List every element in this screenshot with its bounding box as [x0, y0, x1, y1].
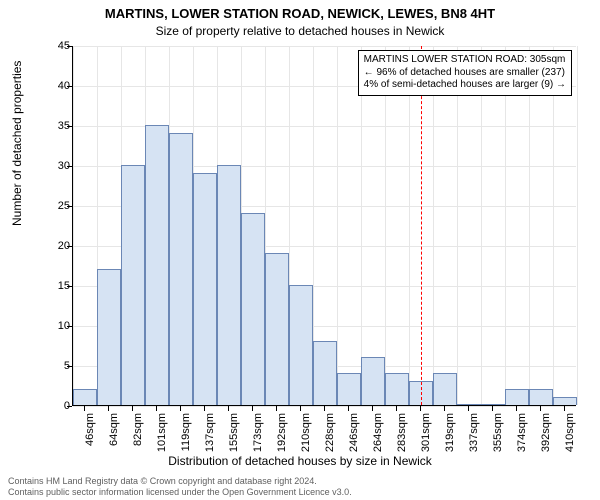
annotation-line-3: 4% of semi-detached houses are larger (9…: [364, 79, 566, 92]
xtick-mark: [156, 406, 157, 411]
histogram-bar: [121, 165, 145, 405]
xtick-mark: [564, 406, 565, 411]
xtick-mark: [324, 406, 325, 411]
histogram-bar: [145, 125, 169, 405]
ytick-label: 40: [40, 80, 70, 92]
histogram-bar: [529, 389, 553, 405]
ytick-label: 45: [40, 40, 70, 52]
xtick-mark: [420, 406, 421, 411]
ytick-label: 5: [40, 360, 70, 372]
ytick-label: 0: [40, 400, 70, 412]
ytick-label: 20: [40, 240, 70, 252]
plot-area: MARTINS LOWER STATION ROAD: 305sqm← 96% …: [72, 46, 576, 406]
gridline-v: [385, 46, 386, 405]
histogram-bar: [193, 173, 217, 405]
xtick-mark: [396, 406, 397, 411]
xtick-mark: [444, 406, 445, 411]
xtick-mark: [108, 406, 109, 411]
xtick-mark: [228, 406, 229, 411]
xtick-mark: [300, 406, 301, 411]
ytick-mark: [67, 326, 72, 327]
histogram-bar: [481, 404, 505, 405]
xtick-mark: [132, 406, 133, 411]
gridline-v: [505, 46, 506, 405]
histogram-bar: [457, 404, 481, 405]
ytick-mark: [67, 366, 72, 367]
title-sub: Size of property relative to detached ho…: [0, 24, 600, 38]
histogram-bar: [241, 213, 265, 405]
xtick-mark: [204, 406, 205, 411]
xtick-mark: [348, 406, 349, 411]
xtick-mark: [468, 406, 469, 411]
histogram-bar: [433, 373, 457, 405]
ytick-mark: [67, 246, 72, 247]
annotation-box: MARTINS LOWER STATION ROAD: 305sqm← 96% …: [358, 50, 572, 96]
gridline-h: [73, 46, 576, 47]
annotation-line-1: MARTINS LOWER STATION ROAD: 305sqm: [364, 54, 566, 67]
histogram-bar: [385, 373, 409, 405]
gridline-v: [409, 46, 410, 405]
ytick-mark: [67, 86, 72, 87]
gridline-v: [433, 46, 434, 405]
gridline-v: [577, 46, 578, 405]
histogram-bar: [169, 133, 193, 405]
histogram-bar: [553, 397, 577, 405]
histogram-bar: [97, 269, 121, 405]
ytick-mark: [67, 126, 72, 127]
xtick-mark: [276, 406, 277, 411]
gridline-v: [361, 46, 362, 405]
ytick-label: 35: [40, 120, 70, 132]
histogram-bar: [361, 357, 385, 405]
xtick-mark: [516, 406, 517, 411]
gridline-v: [457, 46, 458, 405]
histogram-bar: [337, 373, 361, 405]
title-main: MARTINS, LOWER STATION ROAD, NEWICK, LEW…: [0, 6, 600, 21]
xtick-mark: [252, 406, 253, 411]
gridline-v: [529, 46, 530, 405]
ytick-label: 25: [40, 200, 70, 212]
figure: MARTINS, LOWER STATION ROAD, NEWICK, LEW…: [0, 0, 600, 500]
ytick-mark: [67, 286, 72, 287]
footer-line-2: Contains public sector information licen…: [8, 487, 352, 498]
x-axis-label: Distribution of detached houses by size …: [0, 454, 600, 468]
histogram-bar: [289, 285, 313, 405]
ytick-mark: [67, 206, 72, 207]
xtick-mark: [180, 406, 181, 411]
xtick-mark: [84, 406, 85, 411]
ytick-mark: [67, 46, 72, 47]
histogram-bar: [217, 165, 241, 405]
histogram-bar: [313, 341, 337, 405]
ytick-label: 10: [40, 320, 70, 332]
gridline-v: [73, 46, 74, 405]
footer-attribution: Contains HM Land Registry data © Crown c…: [8, 476, 352, 498]
ytick-label: 15: [40, 280, 70, 292]
gridline-v: [337, 46, 338, 405]
y-axis-label: Number of detached properties: [10, 61, 24, 226]
ytick-mark: [67, 166, 72, 167]
xtick-mark: [492, 406, 493, 411]
gridline-v: [481, 46, 482, 405]
histogram-bar: [265, 253, 289, 405]
xtick-mark: [540, 406, 541, 411]
ytick-label: 30: [40, 160, 70, 172]
reference-line: [421, 46, 422, 405]
annotation-line-2: ← 96% of detached houses are smaller (23…: [364, 67, 566, 80]
xtick-mark: [372, 406, 373, 411]
gridline-v: [553, 46, 554, 405]
footer-line-1: Contains HM Land Registry data © Crown c…: [8, 476, 352, 487]
histogram-bar: [505, 389, 529, 405]
histogram-bar: [73, 389, 97, 405]
ytick-mark: [67, 406, 72, 407]
